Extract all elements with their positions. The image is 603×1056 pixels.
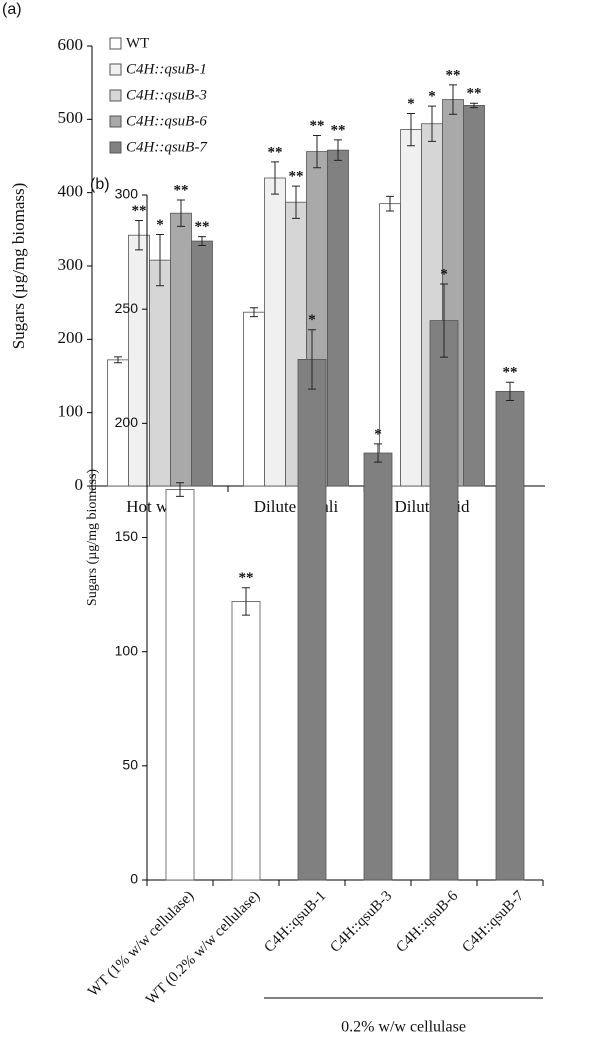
annotation: 0.2% w/w cellulase xyxy=(341,1019,466,1036)
y-tick-label: 200 xyxy=(115,414,139,430)
x-tick-label: C4H::qsuB-6 xyxy=(393,888,461,956)
y-tick-label: 400 xyxy=(58,182,84,201)
error-bar xyxy=(242,587,250,616)
legend-label: C4H::qsuB-1 xyxy=(126,61,207,77)
y-tick-label: 500 xyxy=(58,108,84,127)
legend-label: C4H::qsuB-3 xyxy=(126,87,207,103)
y-tick-label: 0 xyxy=(130,871,138,887)
significance-label: ** xyxy=(289,169,304,185)
legend-swatch xyxy=(109,89,122,102)
bar xyxy=(264,177,286,487)
significance-label: ** xyxy=(503,365,518,381)
significance-label: * xyxy=(374,426,382,442)
error-bar xyxy=(156,233,164,287)
significance-label: * xyxy=(440,266,448,282)
y-tick-label: 50 xyxy=(122,757,138,773)
bar xyxy=(495,390,525,881)
error-bar xyxy=(407,112,415,147)
legend-swatch xyxy=(109,37,122,50)
legend-swatch xyxy=(109,141,122,154)
bar xyxy=(231,601,261,881)
legend-swatch xyxy=(109,115,122,128)
bar xyxy=(297,358,327,881)
x-tick-label: WT (0.2% w/w cellulase) xyxy=(143,888,263,1008)
bar xyxy=(400,129,422,487)
significance-label: * xyxy=(308,312,316,328)
y-tick-label: 0 xyxy=(75,475,84,494)
bar xyxy=(243,311,265,487)
error-bar xyxy=(313,134,321,169)
error-bar xyxy=(308,329,316,390)
significance-label: ** xyxy=(467,86,482,102)
error-bar xyxy=(334,139,342,161)
error-bar xyxy=(198,236,206,246)
error-bar xyxy=(114,356,122,364)
error-bar xyxy=(135,220,143,251)
significance-label: ** xyxy=(446,67,461,83)
y-axis-label: Sugars (µg/mg biomass) xyxy=(9,183,28,350)
significance-label: ** xyxy=(195,219,210,235)
error-bar xyxy=(428,105,436,142)
significance-label: ** xyxy=(331,122,346,138)
x-tick-label: C4H::qsuB-7 xyxy=(459,888,527,956)
error-bar xyxy=(470,102,478,109)
x-tick-label: C4H::qsuB-3 xyxy=(327,888,395,956)
significance-label: * xyxy=(156,217,164,233)
legend-swatch xyxy=(109,63,122,76)
panel-label: (a) xyxy=(2,1,22,18)
y-tick-label: 300 xyxy=(58,255,84,274)
significance-label: ** xyxy=(239,570,254,586)
panel-label: (b) xyxy=(90,176,110,193)
significance-label: ** xyxy=(268,144,283,160)
error-bar xyxy=(177,199,185,227)
bar xyxy=(379,203,401,487)
bar xyxy=(170,212,192,487)
legend-label: C4H::qsuB-6 xyxy=(126,113,207,129)
bar xyxy=(191,240,213,487)
y-tick-label: 100 xyxy=(115,642,139,658)
x-tick-label: WT (1% w/w cellulase) xyxy=(85,888,197,1000)
significance-label: ** xyxy=(132,203,147,219)
legend-label: WT xyxy=(126,35,149,51)
error-bar xyxy=(386,195,394,212)
bar xyxy=(363,452,393,881)
y-tick-label: 150 xyxy=(115,528,139,544)
significance-label: * xyxy=(407,96,415,112)
bar xyxy=(327,149,349,487)
x-tick-label: C4H::qsuB-1 xyxy=(261,888,329,956)
error-bar xyxy=(374,443,382,463)
bar xyxy=(165,489,195,881)
legend-label: C4H::qsuB-7 xyxy=(126,139,208,155)
significance-label: ** xyxy=(310,118,325,134)
error-bar xyxy=(176,482,184,497)
y-tick-label: 600 xyxy=(58,35,84,54)
error-bar xyxy=(271,161,279,195)
error-bar xyxy=(292,185,300,219)
y-tick-label: 250 xyxy=(115,300,139,316)
bar xyxy=(463,105,485,487)
error-bar xyxy=(449,84,457,115)
error-bar xyxy=(506,381,514,401)
error-bar xyxy=(440,283,448,358)
y-tick-label: 300 xyxy=(115,186,139,202)
bar xyxy=(429,320,459,881)
error-bar xyxy=(250,307,258,318)
bar xyxy=(149,259,171,487)
significance-label: * xyxy=(428,89,436,105)
y-tick-label: 200 xyxy=(58,328,84,347)
y-tick-label: 100 xyxy=(58,402,84,421)
bar xyxy=(128,234,150,487)
y-axis-label: Sugars (µg/mg biomass) xyxy=(85,469,100,607)
significance-label: ** xyxy=(174,182,189,198)
